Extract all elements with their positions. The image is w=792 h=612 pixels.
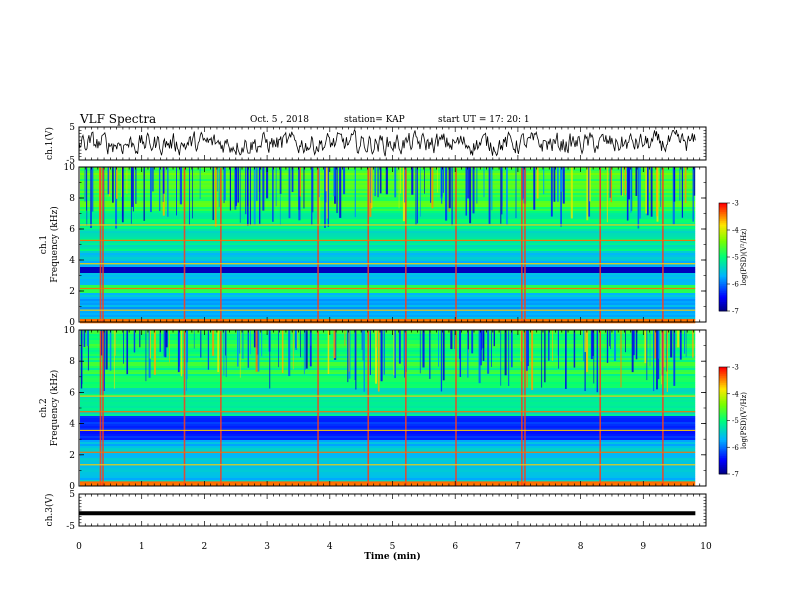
colorbar-1 [718, 202, 730, 312]
colorbar-tick-label: -7 [732, 308, 739, 316]
ytick-label: 4 [69, 256, 75, 266]
ch2-spectrogram-heatmap [80, 330, 706, 487]
xtick-label: 8 [578, 542, 584, 552]
colorbar-tick-label: -7 [732, 471, 739, 479]
ytick-label: 2 [69, 287, 75, 297]
colorbar-tick-label: -4 [732, 390, 739, 398]
xtick-label: 4 [327, 542, 333, 552]
xtick-label: 3 [264, 542, 270, 552]
ytick-label: 8 [69, 357, 75, 367]
colorbar-tick-label: -4 [732, 227, 739, 235]
figure-title: VLF Spectra [80, 112, 157, 126]
xtick-label: 7 [515, 542, 521, 552]
ytick-label: 5 [69, 123, 75, 133]
ch1-waveform-line [78, 129, 696, 157]
ytick-label: 5 [69, 490, 75, 500]
colorbar-tick-label: -3 [732, 364, 739, 372]
ch2-spectro-freq-label: Frequency (kHz) [49, 370, 60, 447]
xtick-label: 2 [202, 542, 208, 552]
ytick-label: 4 [69, 420, 75, 430]
date-label: Oct. 5 , 2018 [250, 115, 309, 125]
station-label: station= KAP [344, 115, 405, 125]
xtick-label: 10 [700, 542, 712, 552]
xtick-label: 1 [139, 542, 145, 552]
ytick-label: 0 [69, 318, 75, 328]
ch1-spectrogram-heatmap [80, 167, 706, 324]
xtick-label: 5 [390, 542, 396, 552]
colorbar-tick-label: -6 [732, 444, 739, 452]
ch1-spectro-freq-label: Frequency (kHz) [49, 206, 60, 283]
x-axis-label: Time (min) [364, 551, 421, 562]
colorbar-tick-label: -5 [732, 254, 739, 262]
ytick-label: 10 [64, 326, 76, 336]
ytick-label: -5 [66, 156, 75, 166]
ytick-label: -5 [66, 522, 75, 532]
xtick-label: 9 [640, 542, 646, 552]
colorbar-label: log(PSD)(V²/Hz) [740, 228, 748, 285]
colorbar-tick-label: -6 [732, 281, 739, 289]
ch3-ylabel: ch.3(V) [44, 494, 55, 527]
ytick-label: 2 [69, 451, 75, 461]
ytick-label: 6 [69, 388, 75, 398]
ytick-label: 0 [69, 482, 75, 492]
colorbar-tick-label: -3 [732, 200, 739, 208]
xtick-label: 0 [76, 542, 82, 552]
start-ut-label: start UT = 17: 20: 1 [438, 115, 530, 125]
ytick-label: 8 [69, 194, 75, 204]
ytick-label: 6 [69, 225, 75, 235]
xtick-label: 6 [452, 542, 458, 552]
ch1-spectro-channel-label: ch.1 [39, 235, 49, 254]
colorbar-2 [718, 366, 730, 475]
colorbar-label: log(PSD)(V²/Hz) [740, 392, 748, 449]
ch1-ylabel: ch.1(V) [44, 127, 55, 160]
colorbar-tick-label: -5 [732, 417, 739, 425]
ytick-label: 10 [64, 163, 76, 173]
ch2-spectro-channel-label: ch.2 [39, 398, 49, 417]
